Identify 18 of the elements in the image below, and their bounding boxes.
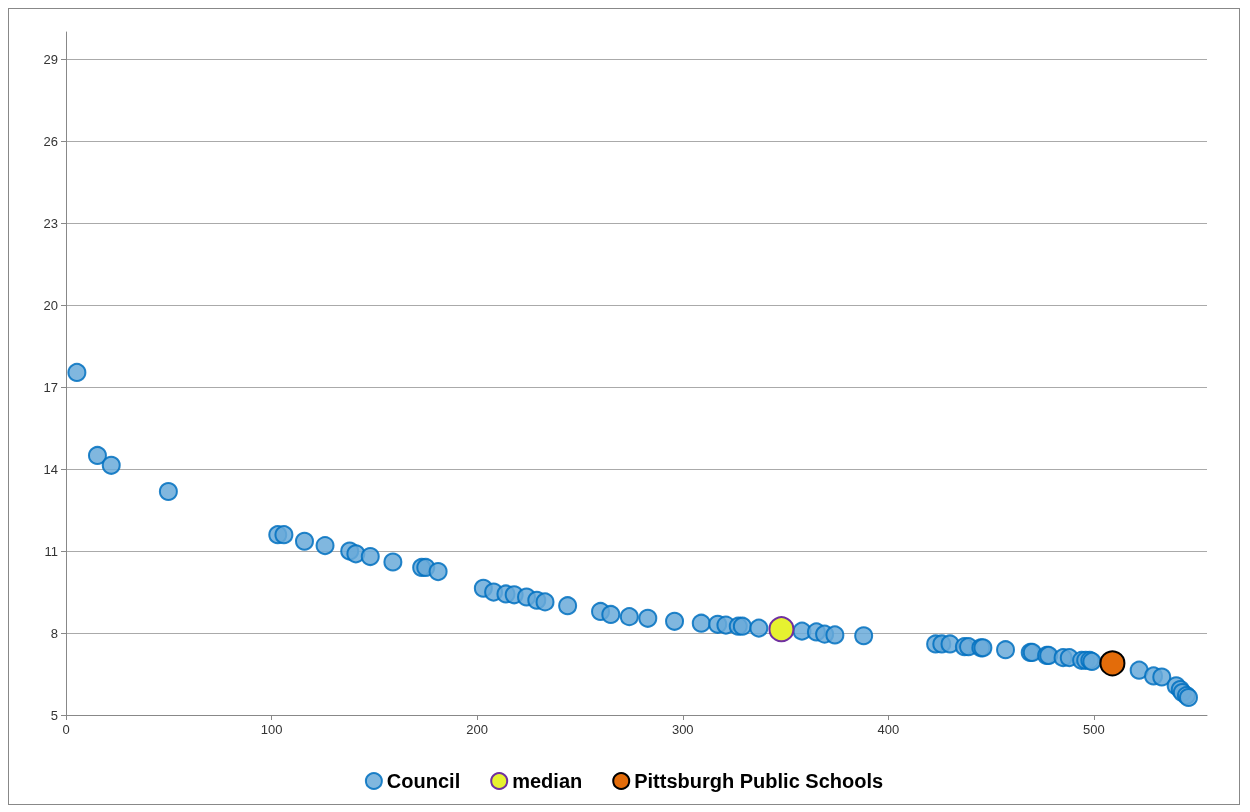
x-tick-label: 100 — [260, 722, 283, 737]
x-tick-label: 200 — [466, 722, 489, 737]
y-tick-label: 8 — [50, 625, 58, 641]
y-tick-label: 14 — [43, 461, 58, 477]
y-tick-label: 5 — [50, 707, 58, 723]
y-tick-label: 20 — [43, 297, 58, 313]
y-tick-label: 23 — [43, 215, 58, 231]
y-tick-label: 17 — [43, 379, 58, 395]
y-tick-label: 29 — [43, 51, 58, 67]
x-tick-label: 0 — [62, 722, 70, 737]
x-tick-label: 400 — [877, 722, 900, 737]
x-tick-label: 500 — [1083, 722, 1105, 737]
legend-label: median — [512, 770, 583, 792]
x-tick-label: 300 — [671, 722, 694, 737]
y-tick-label: 11 — [44, 543, 58, 559]
y-tick-label: 26 — [43, 133, 58, 149]
legend-label: Pittsburgh Public Schools — [634, 770, 884, 792]
legend-label: Council — [386, 770, 461, 792]
